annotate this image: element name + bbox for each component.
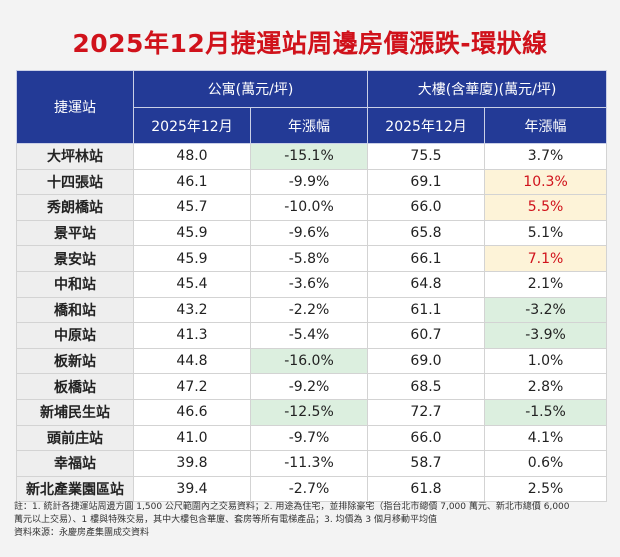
- apt-price-cell: 45.7: [133, 194, 251, 221]
- station-cell: 橋和站: [16, 296, 134, 324]
- apt-change-cell: -5.4%: [249, 322, 369, 349]
- apt-change-cell: -9.9%: [249, 168, 369, 196]
- header-station: 捷運站: [16, 70, 134, 144]
- apt-change-cell: -12.5%: [249, 398, 369, 426]
- apt-price-cell: 39.4: [133, 475, 251, 503]
- bld-change-cell: 2.8%: [484, 373, 608, 400]
- station-cell: 中和站: [16, 270, 134, 298]
- bld-price-cell: 61.8: [367, 475, 486, 503]
- bld-change-cell: 0.6%: [484, 450, 608, 477]
- apt-price-cell: 46.6: [133, 398, 251, 426]
- bld-price-cell: 69.0: [367, 347, 486, 375]
- table-row: 十四張站 46.1 -9.9% 69.1 10.3%: [16, 168, 608, 196]
- apt-change-cell: -9.7%: [249, 424, 369, 452]
- apt-price-cell: 39.8: [133, 450, 251, 477]
- bld-change-cell: 2.1%: [484, 270, 608, 298]
- bld-price-cell: 66.1: [367, 245, 486, 272]
- bld-change-cell: -1.5%: [484, 398, 608, 426]
- station-cell: 板橋站: [16, 373, 134, 400]
- bld-change-cell: 5.5%: [484, 194, 608, 221]
- header-apt-price: 2025年12月: [133, 107, 251, 144]
- table-row: 頭前庄站 41.0 -9.7% 66.0 4.1%: [16, 424, 608, 452]
- apt-change-cell: -2.7%: [249, 475, 369, 503]
- apt-change-cell: -9.6%: [249, 219, 369, 247]
- bld-change-cell: 3.7%: [484, 143, 608, 170]
- table-row: 景平站 45.9 -9.6% 65.8 5.1%: [16, 219, 608, 247]
- apt-price-cell: 47.2: [133, 373, 251, 400]
- station-cell: 新北產業園區站: [16, 475, 134, 503]
- apt-change-cell: -11.3%: [249, 450, 369, 477]
- bld-change-cell: 4.1%: [484, 424, 608, 452]
- header-building: 大樓(含華廈)(萬元/坪): [367, 70, 608, 108]
- bld-price-cell: 58.7: [367, 450, 486, 477]
- bld-price-cell: 66.0: [367, 424, 486, 452]
- apt-change-cell: -3.6%: [249, 270, 369, 298]
- table-row: 板新站 44.8 -16.0% 69.0 1.0%: [16, 347, 608, 375]
- apt-price-cell: 45.4: [133, 270, 251, 298]
- table-row: 中和站 45.4 -3.6% 64.8 2.1%: [16, 270, 608, 298]
- note-line-1: 註：1. 統計各捷運站周邊方圓 1,500 公尺範圍內之交易資料；2. 用途為住…: [14, 502, 570, 512]
- bld-change-cell: 2.5%: [484, 475, 608, 503]
- apt-price-cell: 41.3: [133, 322, 251, 349]
- page-title: 2025年12月捷運站周邊房價漲跌-環狀線: [72, 29, 548, 58]
- bld-price-cell: 64.8: [367, 270, 486, 298]
- apt-price-cell: 48.0: [133, 143, 251, 170]
- table-row: 秀朗橋站 45.7 -10.0% 66.0 5.5%: [16, 194, 608, 221]
- station-cell: 景安站: [16, 245, 134, 272]
- bld-change-cell: 1.0%: [484, 347, 608, 375]
- header-apt-change: 年漲幅: [249, 107, 369, 144]
- bld-price-cell: 72.7: [367, 398, 486, 426]
- bld-price-cell: 66.0: [367, 194, 486, 221]
- bld-price-cell: 61.1: [367, 296, 486, 324]
- apt-price-cell: 43.2: [133, 296, 251, 324]
- bld-price-cell: 69.1: [367, 168, 486, 196]
- bld-change-cell: 10.3%: [484, 168, 608, 196]
- table-row: 幸福站 39.8 -11.3% 58.7 0.6%: [16, 450, 608, 477]
- header-apartment: 公寓(萬元/坪): [132, 70, 369, 108]
- table-row: 景安站 45.9 -5.8% 66.1 7.1%: [16, 245, 608, 272]
- footnotes: 註：1. 統計各捷運站周邊方圓 1,500 公尺範圍內之交易資料；2. 用途為住…: [14, 501, 610, 540]
- bld-change-cell: 7.1%: [484, 245, 608, 272]
- apt-change-cell: -10.0%: [249, 194, 369, 221]
- apt-price-cell: 46.1: [133, 168, 251, 196]
- table-row: 橋和站 43.2 -2.2% 61.1 -3.2%: [16, 296, 608, 324]
- station-cell: 景平站: [16, 219, 134, 247]
- bld-price-cell: 65.8: [367, 219, 486, 247]
- bld-change-cell: -3.9%: [484, 322, 608, 349]
- apt-change-cell: -15.1%: [249, 143, 369, 170]
- station-cell: 十四張站: [16, 168, 134, 196]
- apt-price-cell: 41.0: [133, 424, 251, 452]
- apt-change-cell: -9.2%: [249, 373, 369, 400]
- header-bld-change: 年漲幅: [484, 107, 608, 144]
- station-cell: 秀朗橋站: [16, 194, 134, 221]
- apt-change-cell: -16.0%: [249, 347, 369, 375]
- table-row: 新北產業園區站 39.4 -2.7% 61.8 2.5%: [16, 475, 608, 503]
- table-row: 新埔民生站 46.6 -12.5% 72.7 -1.5%: [16, 398, 608, 426]
- table-row: 板橋站 47.2 -9.2% 68.5 2.8%: [16, 373, 608, 400]
- price-table: 捷運站 公寓(萬元/坪) 大樓(含華廈)(萬元/坪) 2025年12月 年漲幅 …: [16, 70, 608, 503]
- station-cell: 中原站: [16, 322, 134, 349]
- station-cell: 幸福站: [16, 450, 134, 477]
- table-row: 中原站 41.3 -5.4% 60.7 -3.9%: [16, 322, 608, 349]
- bld-change-cell: -3.2%: [484, 296, 608, 324]
- table-body: 大坪林站 48.0 -15.1% 75.5 3.7% 十四張站 46.1 -9.9% 69.1 1…: [16, 143, 608, 503]
- apt-price-cell: 45.9: [133, 219, 251, 247]
- bld-price-cell: 60.7: [367, 322, 486, 349]
- apt-change-cell: -2.2%: [249, 296, 369, 324]
- bld-price-cell: 68.5: [367, 373, 486, 400]
- station-cell: 新埔民生站: [16, 398, 134, 426]
- station-cell: 板新站: [16, 347, 134, 375]
- bld-change-cell: 5.1%: [484, 219, 608, 247]
- header-bld-price: 2025年12月: [367, 107, 486, 144]
- apt-change-cell: -5.8%: [249, 245, 369, 272]
- apt-price-cell: 45.9: [133, 245, 251, 272]
- station-cell: 頭前庄站: [16, 424, 134, 452]
- apt-price-cell: 44.8: [133, 347, 251, 375]
- source-note: 資料來源：永慶房產集團成交資料: [14, 528, 150, 538]
- note-line-2: 萬元以上交易）、1 樓與特殊交易，其中大樓包含華廈、套房等所有電梯產品；3. 均…: [14, 515, 437, 525]
- table-row: 大坪林站 48.0 -15.1% 75.5 3.7%: [16, 143, 608, 170]
- station-cell: 大坪林站: [16, 143, 134, 170]
- bld-price-cell: 75.5: [367, 143, 486, 170]
